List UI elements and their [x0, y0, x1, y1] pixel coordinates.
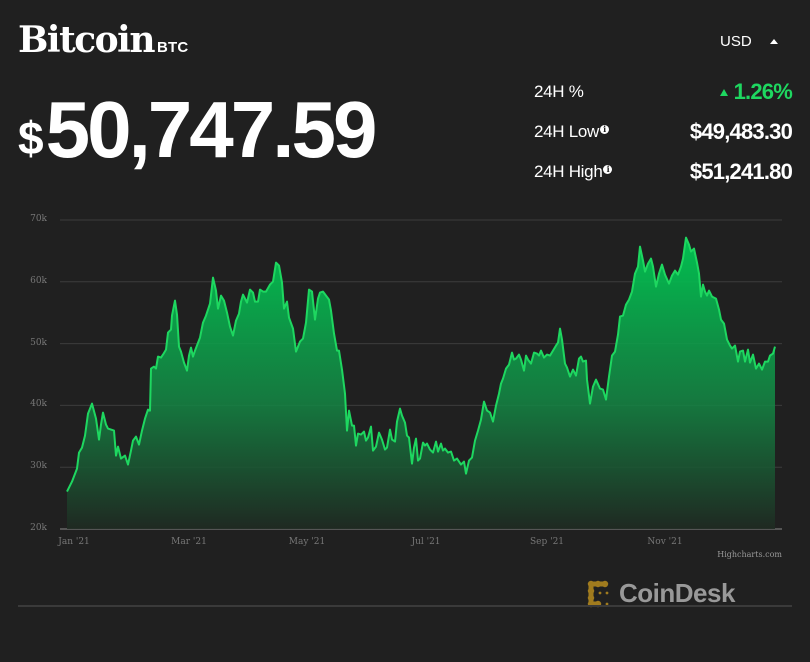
- stats-panel: 24H % 1.26% 24H Low i $49,483.30 24H Hig…: [534, 72, 793, 192]
- stat-row-24h-low: 24H Low i $49,483.30: [534, 112, 793, 152]
- currency-selector[interactable]: USD: [720, 30, 778, 52]
- y-tick-label: 60k: [30, 275, 47, 286]
- stat-value-change: 1.26%: [719, 79, 793, 105]
- up-arrow-icon: [719, 88, 728, 96]
- stat-label-wrap: 24H Low i: [534, 122, 609, 142]
- y-tick-label: 70k: [30, 214, 47, 224]
- price-value: 50,747.59: [45, 85, 378, 174]
- y-tick-label: 30k: [30, 461, 47, 472]
- stat-row-24h-high: 24H High i $51,241.80: [534, 152, 793, 192]
- x-tick-label: Jul '21: [411, 537, 441, 547]
- current-price: $50,747.59: [18, 85, 378, 183]
- caret-up-icon: [769, 38, 778, 44]
- y-tick-label: 50k: [30, 337, 47, 348]
- info-icon[interactable]: i: [600, 124, 609, 134]
- x-tick-label: Nov '21: [647, 537, 683, 547]
- brand-name: CoinDesk: [619, 578, 735, 608]
- stat-label: 24H High: [534, 162, 603, 181]
- coindesk-logo-icon: [587, 580, 609, 607]
- brand-logo[interactable]: CoinDesk: [587, 578, 735, 609]
- y-tick-label: 20k: [30, 523, 47, 533]
- asset-symbol: BTC: [157, 39, 189, 56]
- currency-selected: USD: [720, 32, 752, 50]
- highcharts-credit[interactable]: Highcharts.com: [717, 550, 782, 559]
- stat-value-text: 1.26%: [733, 79, 793, 104]
- price-currency-symbol: $: [18, 112, 44, 164]
- info-icon[interactable]: i: [603, 164, 613, 174]
- y-tick-label: 40k: [30, 399, 47, 410]
- stat-value: $49,483.30: [689, 119, 793, 144]
- price-area: [67, 237, 775, 529]
- x-tick-label: Sep '21: [529, 537, 565, 547]
- stat-label: 24H Low: [534, 122, 599, 141]
- stat-value: $51,241.80: [689, 159, 793, 184]
- x-tick-label: Jan '21: [58, 537, 90, 547]
- stat-label-wrap: 24H High i: [534, 162, 613, 182]
- asset-title: Bitcoin: [18, 19, 156, 61]
- x-tick-label: Mar '21: [171, 537, 207, 547]
- price-line: [66, 236, 776, 493]
- stat-row-24h-change: 24H % 1.26%: [534, 72, 793, 112]
- x-tick-label: May '21: [288, 537, 326, 547]
- bottom-divider: [18, 605, 792, 607]
- stat-label: 24H %: [534, 82, 584, 101]
